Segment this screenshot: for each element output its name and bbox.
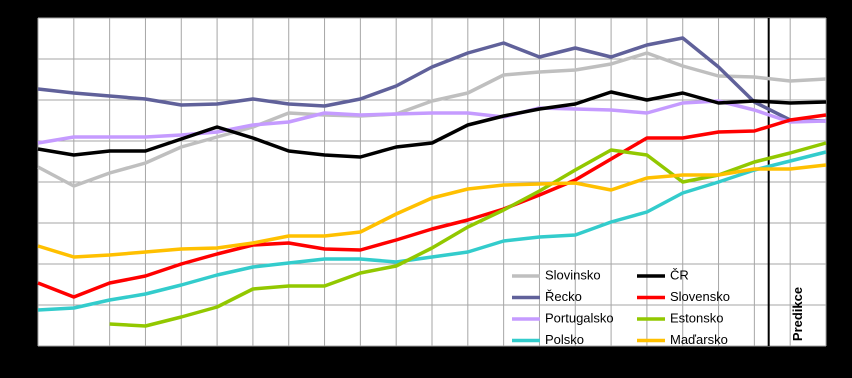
- series-line: [37, 113, 827, 299]
- legend-label: Polsko: [545, 332, 584, 347]
- series-line: [37, 150, 827, 312]
- series-line: [37, 163, 827, 259]
- annotation: Predikce: [790, 287, 805, 341]
- legend-label: Řecko: [545, 289, 582, 304]
- legend-label: Estonsko: [670, 310, 723, 325]
- series-line: [37, 90, 827, 159]
- series-line: [37, 51, 827, 188]
- legend-label: Slovensko: [670, 289, 730, 304]
- legend-label: ČR: [670, 267, 689, 282]
- series-line: [37, 99, 827, 145]
- series-line: [109, 141, 827, 328]
- legend-label: Portugalsko: [545, 310, 614, 325]
- legend-label: Slovinsko: [545, 267, 601, 282]
- legend-label: Maďarsko: [670, 332, 728, 347]
- series-line: [37, 36, 827, 123]
